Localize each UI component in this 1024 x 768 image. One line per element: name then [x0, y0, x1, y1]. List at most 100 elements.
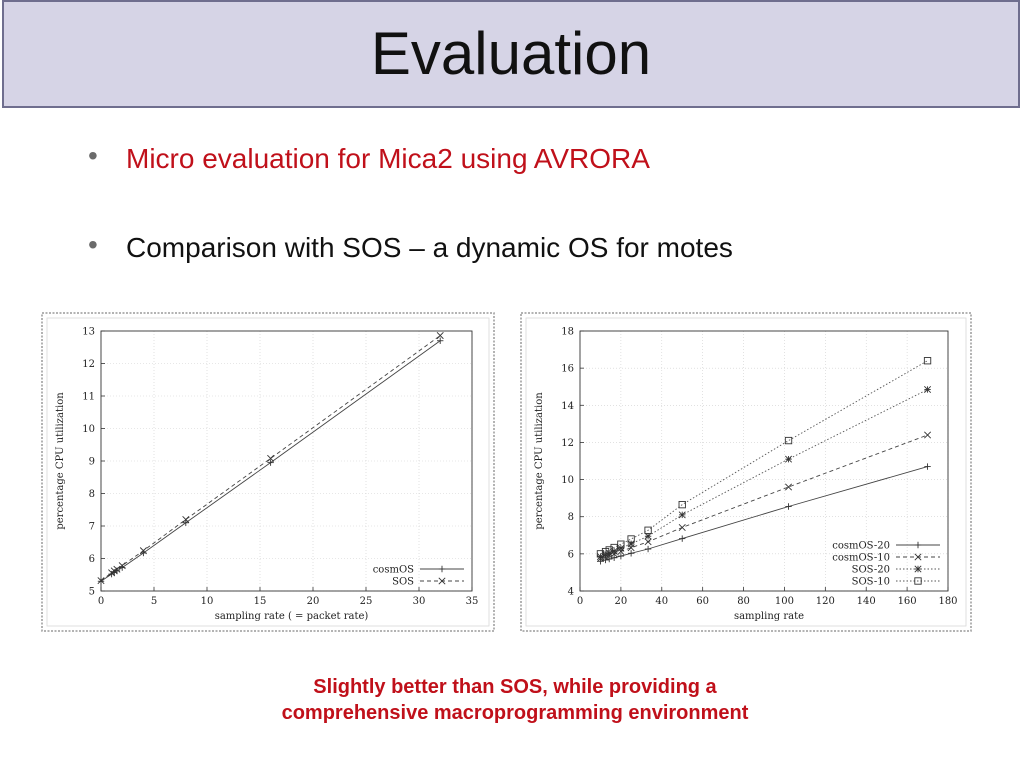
x-tick-label: 5	[151, 596, 157, 607]
x-tick-label: 15	[254, 596, 267, 607]
legend-marker-cosmOS-10	[914, 553, 922, 561]
legend-marker-SOS	[438, 577, 446, 585]
y-tick-label: 10	[561, 475, 574, 486]
y-tick-label: 16	[561, 364, 574, 375]
x-tick-label: 35	[466, 596, 479, 607]
data-point-cosmOS-10	[678, 523, 686, 532]
data-point-SOS-20	[627, 540, 635, 548]
caption: Slightly better than SOS, while providin…	[180, 674, 850, 726]
bullet-dot-icon: •	[88, 140, 98, 171]
y-tick-label: 9	[89, 457, 95, 468]
data-point-SOS	[267, 454, 275, 462]
y-axis-label: percentage CPU utilization	[55, 392, 66, 530]
data-point-cosmOS	[267, 459, 274, 466]
y-tick-label: 8	[568, 512, 574, 523]
y-axis-label: percentage CPU utilization	[534, 392, 545, 530]
data-point-cosmOS-10	[924, 431, 932, 439]
y-tick-label: 14	[561, 401, 574, 412]
data-point-SOS-10	[784, 436, 793, 445]
chart-frame-inner	[46, 317, 490, 627]
data-point-SOS-10	[596, 550, 605, 558]
bullet-2-text: Comparison with SOS – a dynamic OS for m…	[126, 232, 733, 263]
chart-frame	[520, 312, 972, 632]
legend-label: cosmOS-20	[832, 541, 890, 552]
data-point-cosmOS	[182, 519, 189, 526]
data-point-cosmOS-20	[679, 535, 686, 542]
legend-label: SOS-10	[852, 577, 890, 588]
data-point-SOS-20	[617, 544, 625, 552]
y-tick-label: 8	[89, 489, 95, 500]
bullet-1-text: Micro evaluation for Mica2 using AVRORA	[126, 143, 650, 174]
data-point-SOS-10	[605, 546, 613, 554]
x-tick-label: 40	[655, 596, 668, 607]
x-tick-label: 0	[98, 596, 104, 607]
chart-panel-right: 0 20 40 60 80 100 120 140 160 180 4 6 8 10 12 14 16 18 sam…	[520, 312, 972, 632]
y-tick-label: 4	[568, 587, 574, 598]
data-point-SOS	[182, 515, 190, 524]
caption-line-1: Slightly better than SOS, while providin…	[313, 676, 717, 698]
data-point-cosmOS-10	[644, 538, 652, 546]
data-point-SOS-10	[627, 535, 635, 543]
data-point-cosmOS-10	[785, 483, 793, 491]
y-tick-label: 13	[82, 327, 95, 338]
data-point-cosmOS-20	[627, 550, 635, 557]
data-point-SOS	[436, 332, 444, 340]
x-tick-label: 25	[360, 596, 373, 607]
chart-frame-inner	[525, 317, 967, 627]
data-point-SOS	[139, 547, 147, 555]
data-point-cosmOS	[97, 578, 105, 585]
y-tick-label: 6	[89, 554, 95, 565]
legend-marker-SOS-10	[914, 577, 922, 585]
data-point-SOS-10	[923, 357, 932, 365]
chart-svg-1: 0 20 40 60 80 100 120 140 160 180 4 6 8 10 12 14 16 18 sam…	[520, 312, 972, 632]
data-point-SOS-20	[924, 385, 932, 394]
x-tick-label: 120	[816, 596, 835, 607]
legend-marker-cosmOS-20	[914, 541, 922, 549]
series-line-SOS-20	[600, 389, 928, 558]
x-tick-label: 80	[737, 596, 750, 607]
data-point-SOS-20	[644, 532, 652, 540]
data-point-SOS-10	[601, 547, 610, 556]
data-point-SOS	[113, 565, 121, 573]
y-tick-label: 18	[561, 327, 574, 338]
data-point-SOS	[118, 562, 126, 570]
data-point-SOS-20	[678, 511, 686, 519]
data-point-SOS	[97, 577, 105, 585]
y-tick-label: 6	[568, 549, 574, 560]
slide-title: Evaluation	[370, 20, 652, 87]
x-tick-label: 180	[938, 596, 957, 607]
data-point-SOS-10	[678, 500, 686, 509]
caption-line-2: comprehensive macroprogramming environme…	[281, 702, 749, 724]
y-tick-label: 7	[89, 522, 95, 533]
legend-marker-cosmOS	[438, 565, 446, 573]
x-tick-label: 160	[898, 596, 917, 607]
x-tick-label: 20	[307, 596, 320, 607]
title-bar: Evaluation	[2, 0, 1020, 108]
data-point-cosmOS	[437, 337, 444, 344]
y-tick-label: 12	[82, 359, 95, 370]
chart-panel-left: 0 5 10 15 20 25 30 35 5 6 7 8 9 10 11 12 13 sampling rate…	[41, 312, 495, 632]
data-point-cosmOS-20	[924, 463, 931, 470]
plot-area	[100, 330, 473, 592]
data-point-SOS-10	[617, 540, 625, 548]
x-axis-label: sampling rate ( = packet rate)	[215, 611, 369, 622]
x-tick-label: 20	[615, 596, 628, 607]
plot-area	[579, 330, 949, 592]
series-line-SOS-10	[600, 360, 928, 555]
legend-marker-SOS-20	[914, 565, 922, 573]
x-tick-label: 60	[696, 596, 709, 607]
data-point-cosmOS-20	[785, 503, 792, 510]
data-point-SOS-20	[785, 455, 793, 463]
y-tick-label: 10	[82, 424, 95, 435]
data-point-cosmOS-20	[606, 555, 613, 563]
x-tick-label: 140	[857, 596, 876, 607]
bullet-dot-icon: •	[88, 229, 98, 260]
legend-label: cosmOS-10	[832, 553, 890, 564]
data-point-cosmOS-20	[644, 545, 652, 553]
x-axis-label: sampling rate	[734, 611, 804, 622]
legend-label: SOS	[392, 577, 414, 588]
x-tick-label: 10	[201, 596, 214, 607]
legend-label: SOS-20	[852, 565, 890, 576]
y-tick-label: 5	[89, 587, 95, 598]
